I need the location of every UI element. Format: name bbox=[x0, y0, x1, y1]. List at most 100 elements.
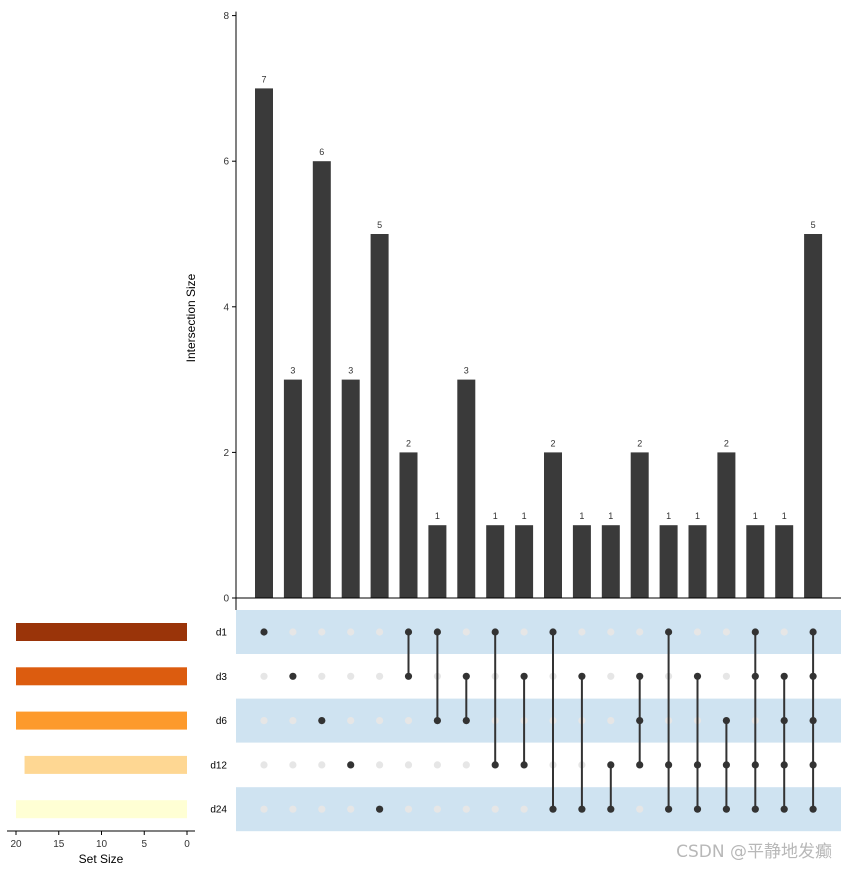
intersection-bar-label: 1 bbox=[435, 511, 440, 521]
set-label-d1: d1 bbox=[216, 628, 228, 639]
intersection-size-axis: 0 2 4 6 8 bbox=[223, 11, 841, 610]
set-size-tick-label: 20 bbox=[10, 839, 22, 850]
matrix-dot-inactive bbox=[260, 761, 268, 769]
matrix-dot-inactive bbox=[376, 672, 384, 680]
matrix-dot-inactive bbox=[520, 805, 528, 813]
intersection-bars bbox=[255, 88, 823, 599]
intersection-bar-label: 2 bbox=[406, 438, 411, 448]
matrix-dot-active bbox=[636, 761, 644, 769]
matrix-dot-inactive bbox=[404, 761, 413, 769]
intersection-bar-label: 5 bbox=[811, 220, 816, 230]
matrix-dot-active bbox=[433, 628, 441, 636]
matrix-dot-inactive bbox=[607, 717, 615, 725]
matrix-dot-active bbox=[780, 672, 788, 680]
set-size-tick-label: 5 bbox=[141, 839, 147, 850]
matrix-dot-inactive bbox=[318, 805, 326, 813]
y-tick-label: 4 bbox=[223, 302, 229, 313]
matrix-dot-inactive bbox=[578, 628, 586, 636]
matrix-dot-inactive bbox=[404, 805, 413, 813]
matrix-dot-inactive bbox=[289, 805, 297, 813]
set-label-d24: d24 bbox=[210, 805, 227, 816]
intersection-bar bbox=[659, 525, 678, 598]
matrix-stripe-d6 bbox=[236, 698, 841, 743]
set-size-bars bbox=[16, 623, 187, 819]
set-size-tick-label: 0 bbox=[184, 839, 190, 850]
intersection-bar bbox=[572, 525, 591, 598]
matrix-stripes bbox=[236, 610, 841, 832]
intersection-bar bbox=[804, 234, 823, 598]
intersection-bar bbox=[688, 525, 707, 598]
matrix-dot-active bbox=[578, 672, 586, 680]
matrix-stripe-d1 bbox=[236, 610, 841, 654]
matrix-dot-active bbox=[318, 717, 326, 725]
intersection-bar-label: 6 bbox=[319, 147, 324, 157]
set-size-bar-d1 bbox=[16, 623, 187, 641]
intersection-bar-label: 1 bbox=[666, 511, 671, 521]
set-size-tick-label: 15 bbox=[53, 839, 65, 850]
matrix-dot-inactive bbox=[433, 761, 441, 769]
intersection-bar-label: 3 bbox=[348, 366, 353, 376]
matrix-dot-active bbox=[751, 805, 759, 813]
matrix-dot-active bbox=[809, 805, 817, 813]
matrix-dot-inactive bbox=[376, 761, 384, 769]
set-label-d12: d12 bbox=[210, 760, 227, 771]
matrix-dot-inactive bbox=[376, 628, 384, 636]
matrix-dot-inactive bbox=[607, 672, 615, 680]
matrix-dot-active bbox=[520, 761, 528, 769]
matrix-dot-inactive bbox=[260, 805, 268, 813]
matrix-dot-inactive bbox=[722, 672, 731, 680]
intersection-bar-label: 1 bbox=[782, 511, 787, 521]
matrix-dot-active bbox=[607, 805, 615, 813]
matrix-dot-inactive bbox=[347, 628, 355, 636]
matrix-dot-inactive bbox=[318, 628, 326, 636]
matrix-dot-inactive bbox=[404, 717, 413, 725]
intersection-bar-label: 5 bbox=[377, 220, 382, 230]
matrix-dot-inactive bbox=[376, 717, 384, 725]
matrix-dot-active bbox=[520, 672, 528, 680]
intersection-bar bbox=[544, 452, 562, 598]
y-tick-label: 6 bbox=[223, 157, 229, 168]
intersection-bar-label: 3 bbox=[464, 366, 469, 376]
watermark: CSDN @平静地发癫 bbox=[676, 842, 832, 862]
y-tick-label: 2 bbox=[223, 448, 229, 459]
intersection-bar-label: 1 bbox=[608, 511, 613, 521]
matrix-dot-inactive bbox=[260, 672, 268, 680]
matrix-dot-inactive bbox=[318, 761, 326, 769]
set-size-bar-d6 bbox=[16, 711, 187, 730]
set-label-d3: d3 bbox=[216, 672, 228, 683]
matrix-dot-inactive bbox=[433, 805, 441, 813]
intersection-size-axis-title: Intersection Size bbox=[184, 273, 198, 362]
intersection-bar bbox=[312, 161, 331, 598]
intersection-bar-label: 1 bbox=[579, 511, 584, 521]
y-tick-label: 0 bbox=[223, 594, 229, 605]
intersection-bar bbox=[746, 525, 765, 598]
matrix-dot-inactive bbox=[722, 628, 731, 636]
matrix-dot-active bbox=[578, 805, 586, 813]
matrix-dot-inactive bbox=[520, 628, 528, 636]
matrix-stripe-d24 bbox=[236, 787, 841, 832]
intersection-bar bbox=[515, 525, 534, 598]
set-size-tick-label: 10 bbox=[96, 839, 108, 850]
intersection-bar bbox=[717, 452, 736, 598]
matrix-dot-inactive bbox=[347, 717, 355, 725]
matrix-dot-active bbox=[693, 672, 702, 680]
intersection-bar bbox=[775, 525, 794, 598]
matrix-dot-active bbox=[722, 805, 731, 813]
intersection-bar bbox=[428, 525, 447, 598]
matrix-dot-active bbox=[780, 805, 788, 813]
matrix-dot-inactive bbox=[462, 805, 470, 813]
intersection-bar-label: 3 bbox=[290, 366, 295, 376]
set-size-bar-d12 bbox=[24, 755, 187, 774]
matrix-dot-active bbox=[722, 717, 731, 725]
matrix-dot-active bbox=[491, 628, 499, 636]
intersection-bar-labels: 7 3 6 3 5 2 1 3 1 1 2 1 1 2 1 1 2 1 1 5 bbox=[261, 74, 815, 521]
matrix-dot-active bbox=[549, 805, 557, 813]
intersection-bar bbox=[399, 452, 418, 598]
matrix-dot-inactive bbox=[462, 628, 470, 636]
matrix-dot-inactive bbox=[462, 761, 470, 769]
matrix-dot-inactive bbox=[491, 805, 499, 813]
set-size-bar-d3 bbox=[16, 667, 187, 686]
matrix-dot-active bbox=[780, 761, 788, 769]
matrix-dot-inactive bbox=[636, 805, 644, 813]
